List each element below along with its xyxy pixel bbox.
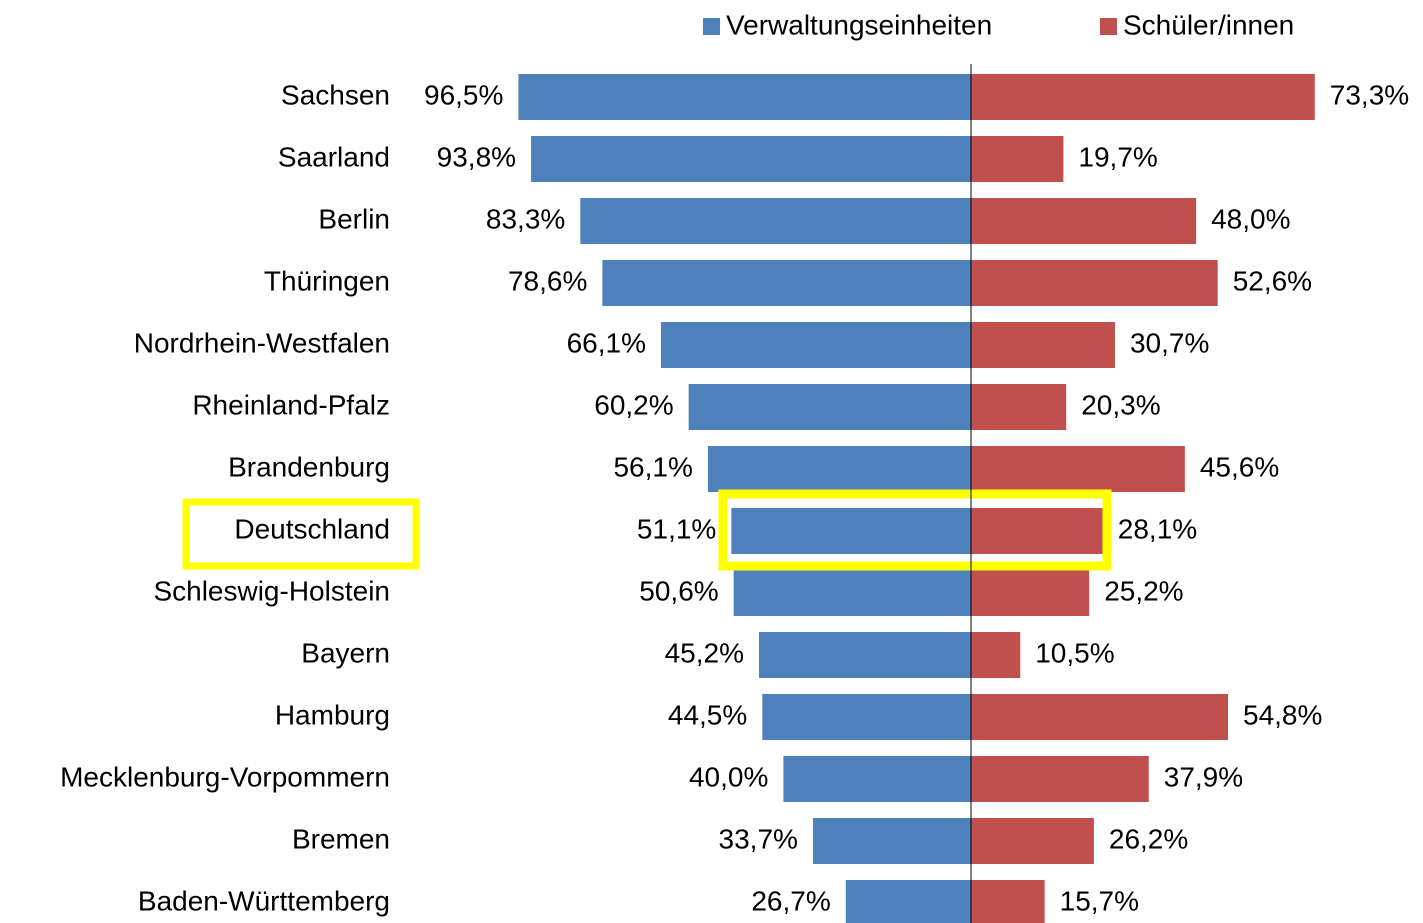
value-label: 40,0% — [689, 761, 768, 792]
category-label: Mecklenburg-Vorpommern — [60, 761, 390, 792]
category-label: Saarland — [278, 141, 390, 172]
value-label: 60,2% — [594, 389, 673, 420]
bar — [602, 260, 971, 306]
category-label: Thüringen — [264, 265, 390, 296]
highlight-box — [182, 498, 420, 570]
value-label: 28,1% — [1118, 513, 1197, 544]
category-label: Sachsen — [281, 79, 390, 110]
value-label: 26,2% — [1109, 823, 1188, 854]
bar — [845, 880, 971, 923]
bar — [971, 880, 1045, 923]
value-label: 48,0% — [1211, 203, 1290, 234]
category-label: Hamburg — [275, 699, 390, 730]
highlight-box — [718, 489, 1112, 571]
category-label: Deutschland — [234, 513, 390, 544]
bar — [971, 632, 1021, 678]
value-label: 73,3% — [1330, 79, 1409, 110]
value-label: 54,8% — [1243, 699, 1322, 730]
bar — [688, 384, 971, 430]
category-label: Berlin — [318, 203, 390, 234]
value-label: 51,1% — [637, 513, 716, 544]
bar — [971, 508, 1103, 554]
bar — [762, 694, 971, 740]
value-label: 26,7% — [751, 885, 830, 916]
value-label: 25,2% — [1104, 575, 1183, 606]
category-label: Baden-Württemberg — [138, 885, 390, 916]
bar — [707, 446, 971, 492]
category-label: Brandenburg — [228, 451, 390, 482]
bar — [660, 322, 971, 368]
bar — [731, 508, 971, 554]
bar — [518, 74, 971, 120]
value-label: 37,9% — [1164, 761, 1243, 792]
value-label: 10,5% — [1035, 637, 1114, 668]
category-label: Bremen — [292, 823, 390, 854]
legend-swatch — [1100, 18, 1117, 35]
value-label: 45,6% — [1200, 451, 1279, 482]
legend-label: Schüler/innen — [1123, 9, 1294, 40]
value-label: 52,6% — [1233, 265, 1312, 296]
value-label: 44,5% — [668, 699, 747, 730]
category-label: Rheinland-Pfalz — [192, 389, 390, 420]
bar — [971, 74, 1315, 120]
bar — [812, 818, 971, 864]
bar — [971, 818, 1094, 864]
value-label: 33,7% — [719, 823, 798, 854]
bar — [531, 136, 971, 182]
value-label: 20,3% — [1081, 389, 1160, 420]
value-label: 78,6% — [508, 265, 587, 296]
value-label: 96,5% — [424, 79, 503, 110]
bar — [971, 446, 1185, 492]
value-label: 66,1% — [567, 327, 646, 358]
bar — [759, 632, 971, 678]
bar — [971, 756, 1149, 802]
value-label: 93,8% — [437, 141, 516, 172]
bar — [971, 322, 1115, 368]
value-label: 19,7% — [1078, 141, 1157, 172]
value-label: 15,7% — [1060, 885, 1139, 916]
value-label: 50,6% — [639, 575, 718, 606]
value-label: 45,2% — [665, 637, 744, 668]
category-label: Nordrhein-Westfalen — [134, 327, 390, 358]
bar — [580, 198, 971, 244]
bar — [971, 260, 1218, 306]
value-label: 56,1% — [613, 451, 692, 482]
bar — [971, 570, 1090, 616]
value-label: 83,3% — [486, 203, 565, 234]
bar — [971, 198, 1197, 244]
bar — [783, 756, 971, 802]
value-label: 30,7% — [1130, 327, 1209, 358]
legend-swatch — [703, 18, 720, 35]
bar — [733, 570, 971, 616]
legend-label: Verwaltungseinheiten — [726, 9, 992, 40]
bar — [971, 384, 1067, 430]
category-label: Schleswig-Holstein — [153, 575, 390, 606]
bar — [971, 136, 1064, 182]
category-label: Bayern — [301, 637, 390, 668]
bar — [971, 694, 1229, 740]
